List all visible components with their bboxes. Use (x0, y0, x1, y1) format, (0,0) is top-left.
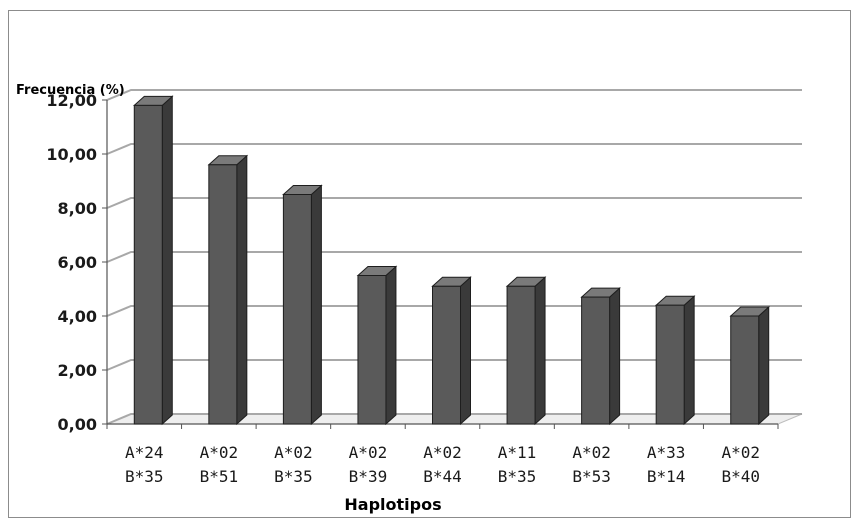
bars (132, 95, 771, 426)
y-tick-labels: 0,00 2,00 4,00 6,00 8,00 10,00 12,00 (46, 91, 97, 434)
y-tick-label: 2,00 (58, 361, 97, 380)
bar (431, 276, 472, 426)
bar-front (133, 104, 163, 425)
bar-side (758, 305, 770, 426)
y-tick-label: 8,00 (58, 199, 97, 218)
x-tick-label: B*39 (349, 467, 388, 486)
y-axis-label: Frecuencia (%) (16, 83, 125, 98)
bar-side (385, 265, 397, 426)
y-tick-label: 6,00 (58, 253, 97, 272)
bar (580, 286, 621, 426)
x-tick-label: B*35 (498, 467, 537, 486)
x-tick-labels: A*24 B*35 A*02 B*51 A*02 B*35 A*02 B*39 A*02 B*44… (125, 443, 760, 486)
x-tick-label: B*40 (721, 467, 760, 486)
gridline (106, 143, 802, 155)
bar-side (310, 184, 322, 426)
bar-front (357, 275, 387, 425)
x-tick-label: B*53 (572, 467, 611, 486)
x-tick-label: A*02 (423, 443, 462, 462)
bar (207, 154, 249, 426)
gridline (106, 89, 802, 101)
bar (729, 305, 771, 426)
bar-side (236, 154, 248, 426)
x-tick-label: A*11 (498, 443, 537, 462)
x-axis-label: Haplotipos (344, 495, 441, 514)
bar-front (581, 296, 611, 425)
y-tick-label: 12,00 (46, 91, 97, 110)
y-tick-label: 4,00 (58, 307, 97, 326)
gridline (106, 413, 802, 425)
x-tick-label: A*02 (721, 443, 760, 462)
bar-front (506, 285, 536, 425)
bar-front (730, 315, 760, 425)
bar (132, 95, 174, 426)
x-tick-label: A*24 (125, 443, 164, 462)
bar (654, 295, 696, 426)
gridline (106, 251, 802, 263)
x-tick-label: B*35 (125, 467, 164, 486)
x-tick-label: A*02 (572, 443, 611, 462)
bar-side (609, 286, 621, 426)
bar-front (655, 304, 685, 425)
bar-side (683, 295, 695, 426)
x-tick-label: B*44 (423, 467, 462, 486)
bar (282, 184, 323, 426)
bar-side (460, 276, 471, 426)
y-tick-label: 10,00 (46, 145, 97, 164)
gridline (106, 359, 802, 371)
x-tick-label: B*35 (274, 467, 313, 486)
x-tick-label: B*14 (647, 467, 686, 486)
x-tick-label: A*02 (274, 443, 313, 462)
bar-front (432, 285, 461, 425)
x-tick-label: A*02 (349, 443, 388, 462)
x-tick-label: A*02 (200, 443, 239, 462)
gridlines (106, 89, 802, 425)
bar-side (161, 95, 173, 426)
bar-front (282, 194, 312, 425)
x-tick-label: B*51 (200, 467, 239, 486)
bar (356, 265, 398, 426)
bar-side (534, 276, 546, 426)
gridline (106, 197, 802, 209)
y-tick-label: 0,00 (58, 415, 97, 434)
x-tick-label: A*33 (647, 443, 686, 462)
gridline (106, 305, 802, 317)
bar (505, 276, 547, 426)
bar-front (208, 164, 238, 425)
